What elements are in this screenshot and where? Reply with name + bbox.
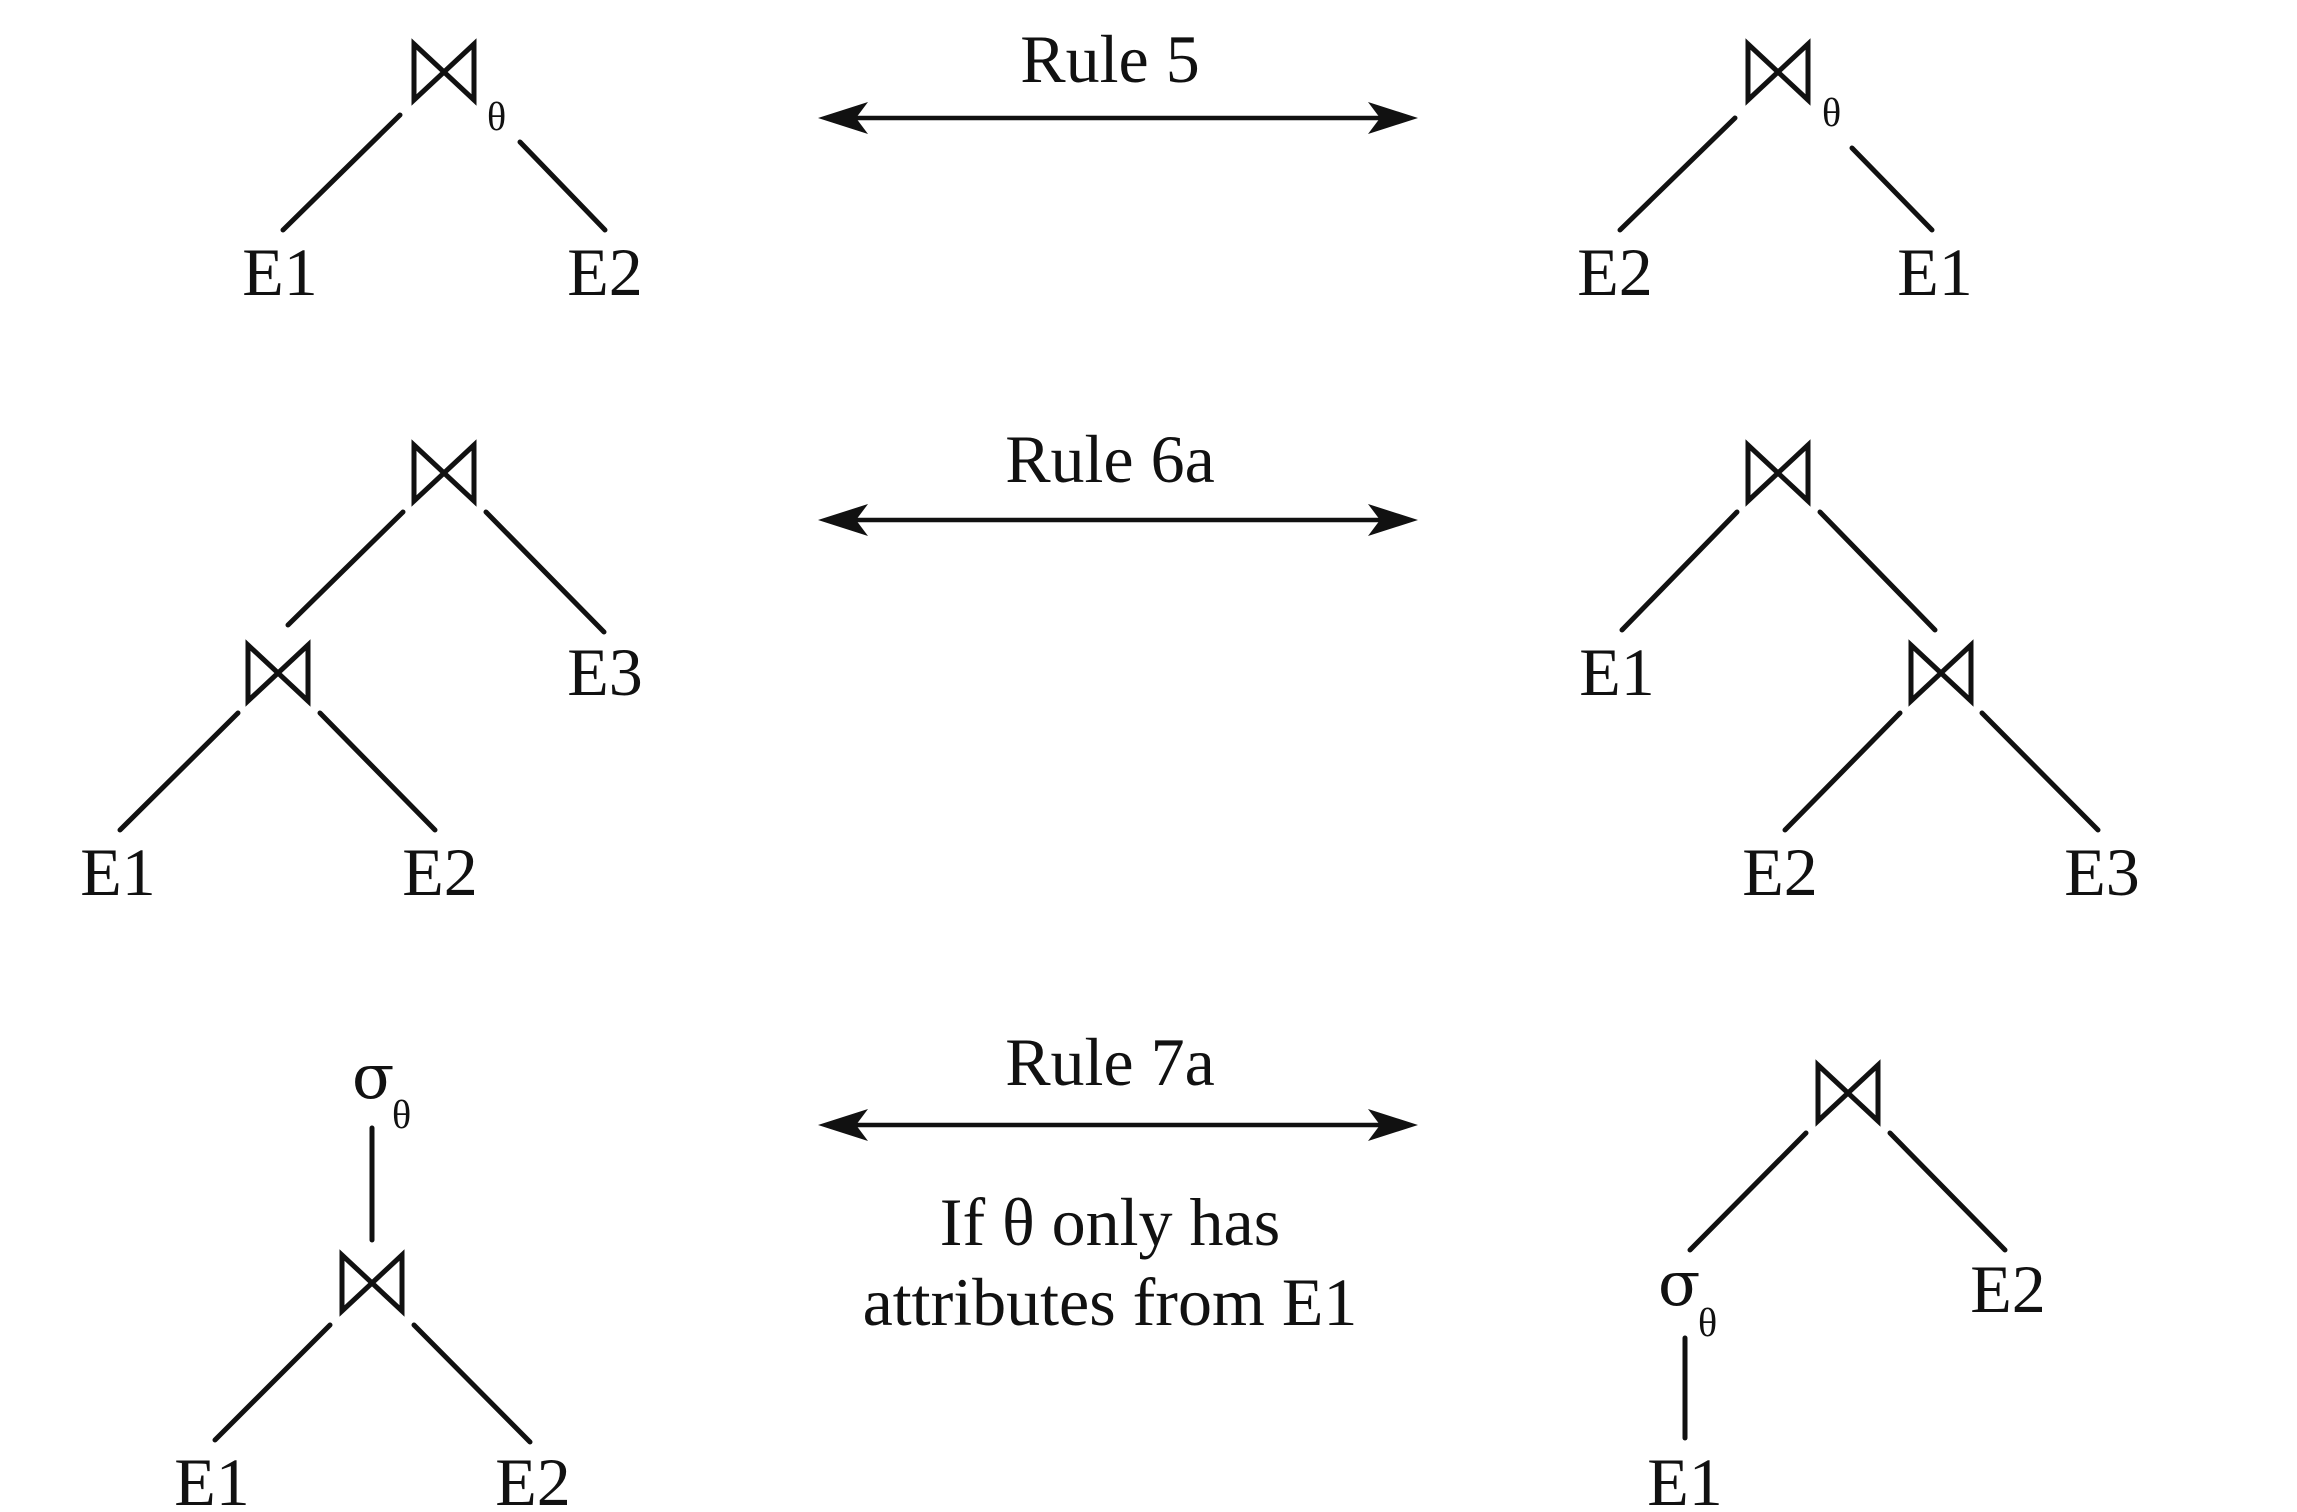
- theta-subscript: θ: [1822, 90, 1841, 135]
- tree-edge: [280, 112, 403, 233]
- rule6a-arrow: Rule 6a: [818, 421, 1418, 536]
- theta-subscript: θ: [1698, 1300, 1717, 1345]
- tree-edge: [117, 710, 241, 833]
- relation-e2: E2: [1577, 234, 1653, 310]
- relation-e2: E2: [1970, 1251, 2046, 1327]
- rule7a-right-tree: σ θ E2 E1: [1647, 1065, 2046, 1512]
- join-icon: [414, 445, 474, 501]
- tree-edge: [1782, 710, 1903, 833]
- tree-edge: [411, 1322, 533, 1445]
- relation-e1: E1: [1579, 634, 1655, 710]
- rule7a-condition-line2: attributes from E1: [863, 1264, 1358, 1340]
- rule5-left-tree: θ E1 E2: [242, 44, 643, 310]
- selection-sigma: σ: [1658, 1247, 1700, 1320]
- join-icon: [414, 44, 474, 100]
- tree-edge: [317, 710, 438, 833]
- relation-e1: E1: [1897, 234, 1973, 310]
- rule7a-arrow: Rule 7a If θ only has attributes from E1: [818, 1024, 1418, 1340]
- arrowhead-right: [1368, 1109, 1418, 1141]
- tree-edge: [1887, 1130, 2008, 1253]
- rule5-right-tree: θ E2 E1: [1577, 44, 1973, 310]
- rule7a-left-tree: σ θ E1 E2: [174, 1040, 571, 1512]
- tree-edge: [1619, 509, 1740, 633]
- rule6a-label: Rule 6a: [1005, 421, 1215, 497]
- relation-e3: E3: [2064, 834, 2140, 910]
- tree-edge: [1687, 1130, 1809, 1253]
- tree-edge: [1817, 509, 1938, 633]
- tree-edge: [1979, 710, 2101, 833]
- rule7a-label: Rule 7a: [1005, 1024, 1215, 1100]
- arrowhead-right: [1368, 504, 1418, 536]
- join-icon: [1748, 44, 1808, 100]
- theta-subscript: θ: [487, 94, 506, 139]
- theta-subscript: θ: [392, 1092, 411, 1137]
- join-icon: [1748, 445, 1808, 501]
- tree-edge: [483, 509, 607, 635]
- rule5-arrow: Rule 5: [818, 21, 1418, 134]
- relation-e1: E1: [1647, 1444, 1723, 1512]
- relation-e2: E2: [1742, 834, 1818, 910]
- rule5-label: Rule 5: [1020, 21, 1199, 97]
- tree-edge: [1849, 145, 1935, 233]
- rule6a-right-tree: E1 E2 E3: [1579, 445, 2140, 910]
- relation-e3: E3: [567, 634, 643, 710]
- tree-edge: [517, 139, 608, 233]
- selection-sigma: σ: [352, 1040, 394, 1113]
- arrowhead-left: [818, 504, 868, 536]
- tree-edge: [285, 509, 406, 628]
- join-icon: [1911, 645, 1971, 701]
- rule6a-left-tree: E3 E1 E2: [80, 445, 643, 910]
- relation-e2: E2: [495, 1444, 571, 1512]
- relation-e1: E1: [174, 1444, 250, 1512]
- tree-edge: [1617, 115, 1738, 233]
- relation-e1: E1: [242, 234, 318, 310]
- relation-e2: E2: [402, 834, 478, 910]
- rule7a-condition-line1: If θ only has: [940, 1184, 1280, 1260]
- relation-e1: E1: [80, 834, 156, 910]
- relation-e2: E2: [567, 234, 643, 310]
- arrowhead-right: [1368, 102, 1418, 134]
- arrowhead-left: [818, 1109, 868, 1141]
- join-icon: [1818, 1065, 1878, 1121]
- arrowhead-left: [818, 102, 868, 134]
- join-icon: [248, 645, 308, 701]
- tree-edge: [212, 1322, 333, 1443]
- join-icon: [342, 1255, 402, 1311]
